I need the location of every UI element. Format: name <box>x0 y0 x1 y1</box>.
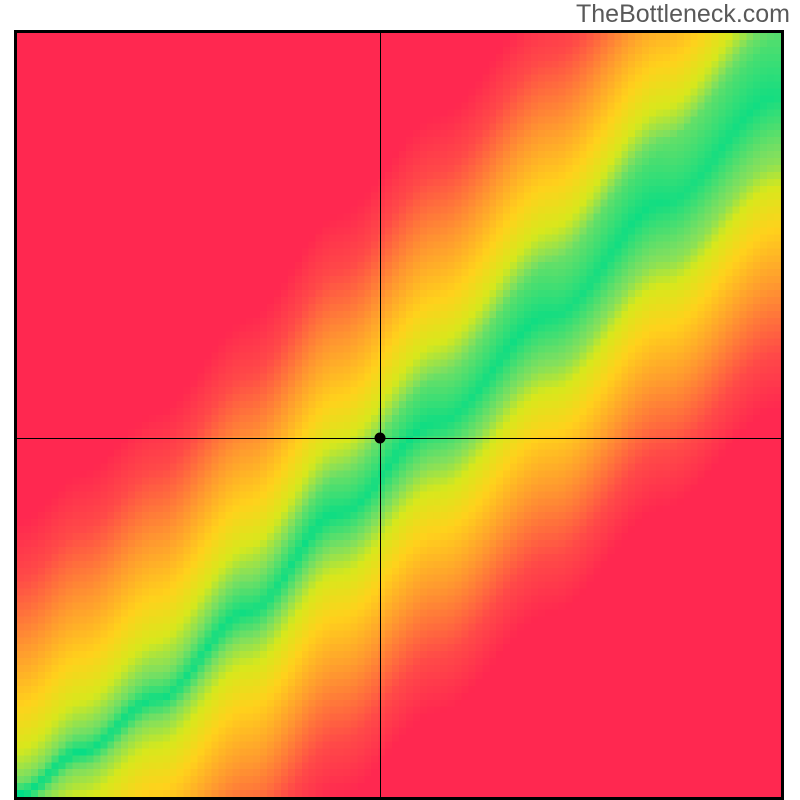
crosshair-vertical <box>380 33 381 797</box>
watermark-text: TheBottleneck.com <box>576 0 790 29</box>
heatmap-canvas <box>17 33 781 797</box>
crosshair-marker <box>374 432 385 443</box>
heatmap-plot <box>14 30 784 800</box>
crosshair-horizontal <box>17 438 781 439</box>
